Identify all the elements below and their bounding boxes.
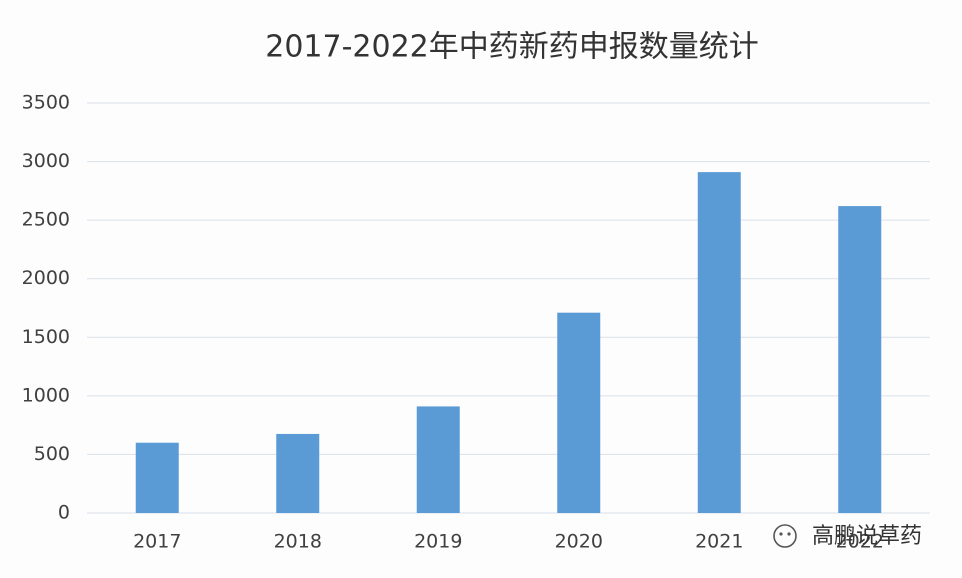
y-tick-label: 2500 — [22, 209, 70, 231]
bar — [135, 442, 179, 513]
x-tick-label: 2019 — [414, 531, 462, 553]
y-tick-label: 3000 — [22, 150, 70, 172]
bar — [557, 312, 601, 513]
bar — [276, 433, 320, 513]
y-tick-label: 500 — [34, 443, 70, 465]
x-tick-label: 2017 — [133, 531, 181, 553]
y-tick-label: 1000 — [22, 384, 70, 406]
x-tick-label: 2018 — [274, 531, 322, 553]
x-tick-label: 2020 — [555, 531, 603, 553]
x-tick-label: 2022 — [836, 531, 884, 553]
y-tick-label: 3500 — [22, 92, 70, 114]
bar — [697, 172, 741, 513]
watermark-icon — [773, 524, 797, 548]
watermark: 高鹏说草药 — [812, 524, 922, 549]
chart-title: 2017-2022年中药新药申报数量统计 — [265, 30, 759, 65]
x-tick-label: 2021 — [695, 531, 743, 553]
bar — [838, 206, 882, 514]
bar — [416, 406, 460, 513]
y-tick-label: 1500 — [22, 326, 70, 348]
y-tick-label: 0 — [58, 502, 70, 524]
y-tick-label: 2000 — [22, 267, 70, 289]
